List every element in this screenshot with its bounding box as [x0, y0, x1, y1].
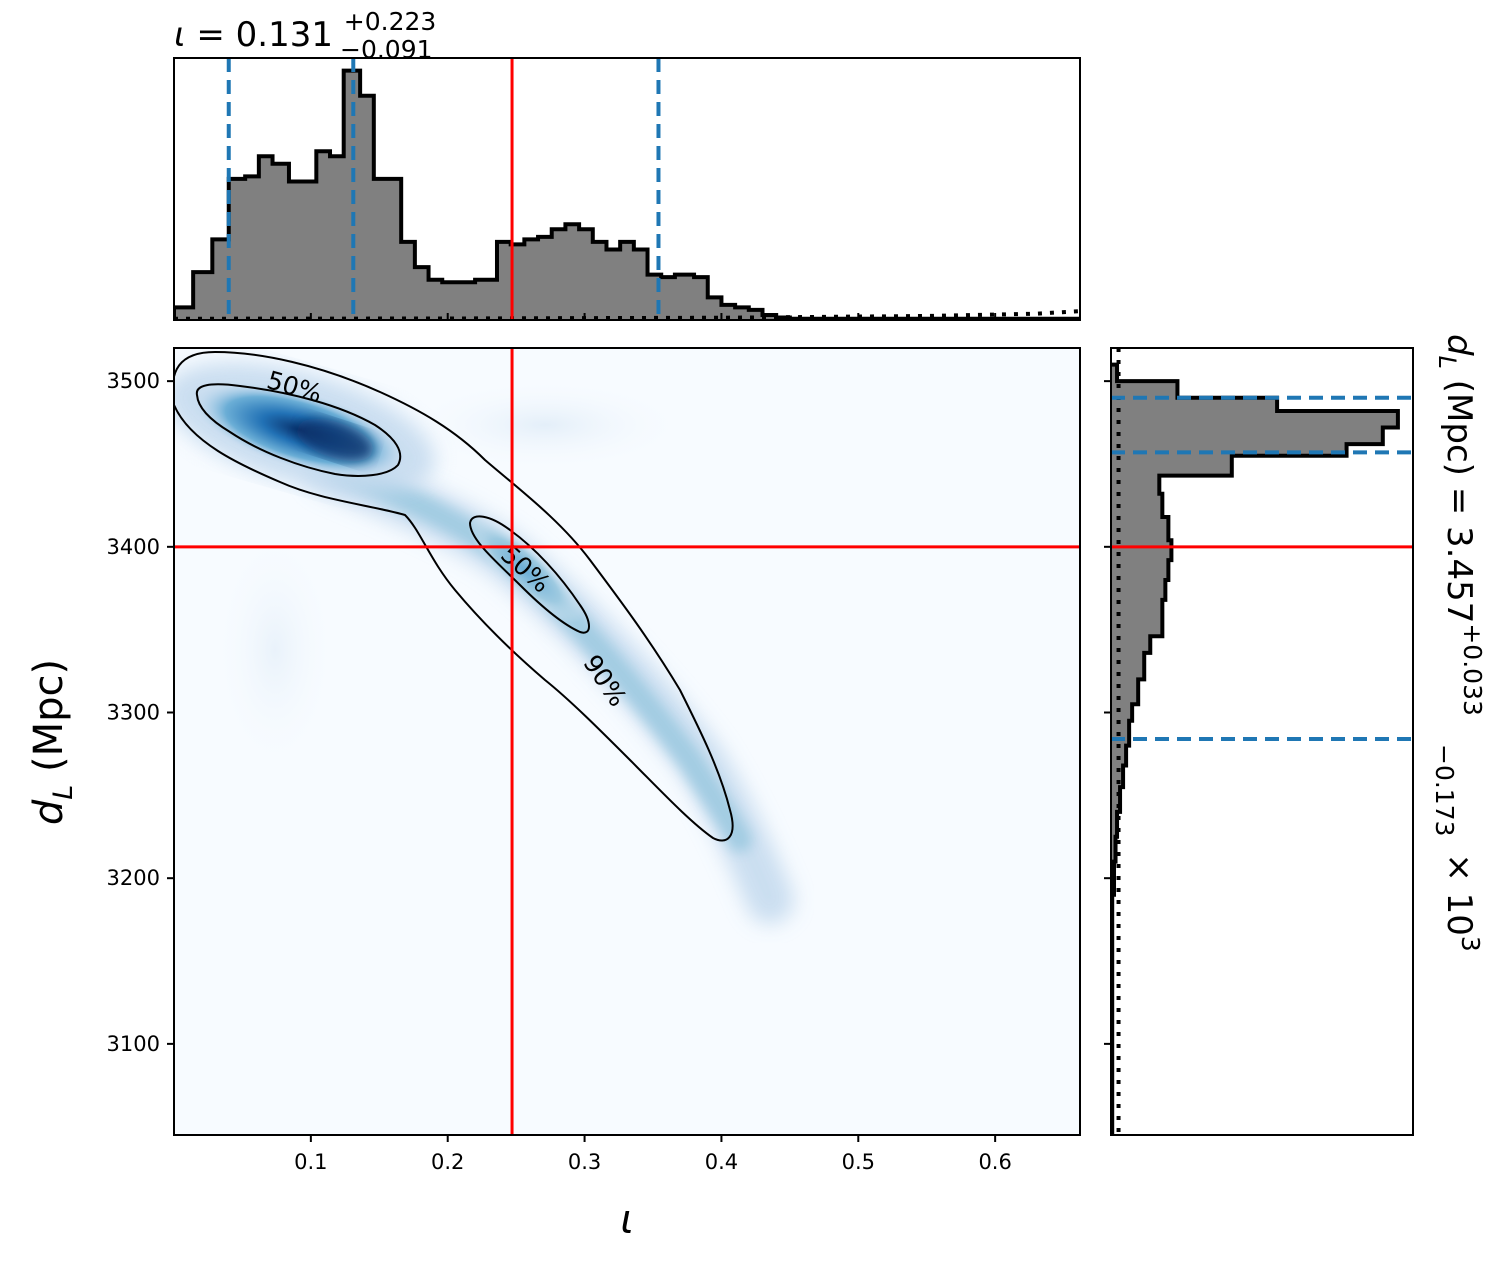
- y-tick-label-4: 3500: [107, 369, 160, 393]
- x-tick-label-3: 0.4: [705, 1150, 738, 1174]
- x-tick-label-4: 0.5: [842, 1150, 875, 1174]
- joint-density-heatmap: 50% 50% 90%: [174, 348, 1080, 1135]
- y-axis-label: dL (Mpc): [26, 659, 79, 825]
- contour-50-central: [468, 515, 590, 634]
- title-value: 0.131: [236, 15, 333, 55]
- right-quantile-lines: [1111, 395, 1413, 742]
- right-y-ticks: [1104, 380, 1111, 1045]
- y-tick-label-2: 3300: [107, 701, 160, 725]
- y-tick-label-3: 3400: [107, 535, 160, 559]
- title-iota-symbol: ι: [174, 15, 186, 55]
- right-histogram-title: dL (Mpc) = 3.457+0.033−0.173 × 103: [1430, 334, 1487, 952]
- top-x-ticks: [309, 313, 997, 320]
- x-axis-label: ι: [620, 1197, 634, 1243]
- title-minus-error: −0.091: [340, 35, 433, 64]
- x-tick-label-1: 0.2: [431, 1150, 464, 1174]
- x-tick-label-2: 0.3: [568, 1150, 601, 1174]
- x-tick-label-0: 0.1: [294, 1150, 327, 1174]
- contour-90: [174, 350, 734, 842]
- joint-density-panel: 50% 50% 90% 0.1 0.2 0.3 0.4 0.5 0.6 310032003…: [26, 347, 1081, 1243]
- x-tick-label-5: 0.6: [978, 1150, 1011, 1174]
- right-histogram-panel: dL (Mpc) = 3.457+0.033−0.173 × 103: [1104, 334, 1487, 1136]
- contour-50-upper: [195, 383, 402, 477]
- right-histogram-fill: [1111, 364, 1398, 1135]
- y-tick-label-0: 3100: [107, 1032, 160, 1056]
- top-prior-dotted-line: [174, 309, 1080, 320]
- right-histogram-outline: [1111, 362, 1400, 1135]
- right-histogram-frame: [1110, 347, 1414, 1136]
- top-histogram-title: ι = 0.131 +0.223 −0.091: [174, 0, 447, 64]
- joint-x-ticks: 0.1 0.2 0.3 0.4 0.5 0.6: [294, 1135, 1012, 1174]
- title-equals: =: [186, 15, 236, 55]
- top-histogram-panel: ι = 0.131 +0.223 −0.091: [173, 0, 1081, 321]
- top-histogram-fill: [174, 70, 1080, 320]
- top-histogram-frame: [173, 57, 1081, 321]
- joint-y-ticks: 3100 3200 3300 3400 3500: [107, 369, 174, 1056]
- joint-density-frame: [173, 347, 1081, 1136]
- title-plus-error: +0.223: [344, 7, 437, 36]
- y-tick-label-1: 3200: [107, 866, 160, 890]
